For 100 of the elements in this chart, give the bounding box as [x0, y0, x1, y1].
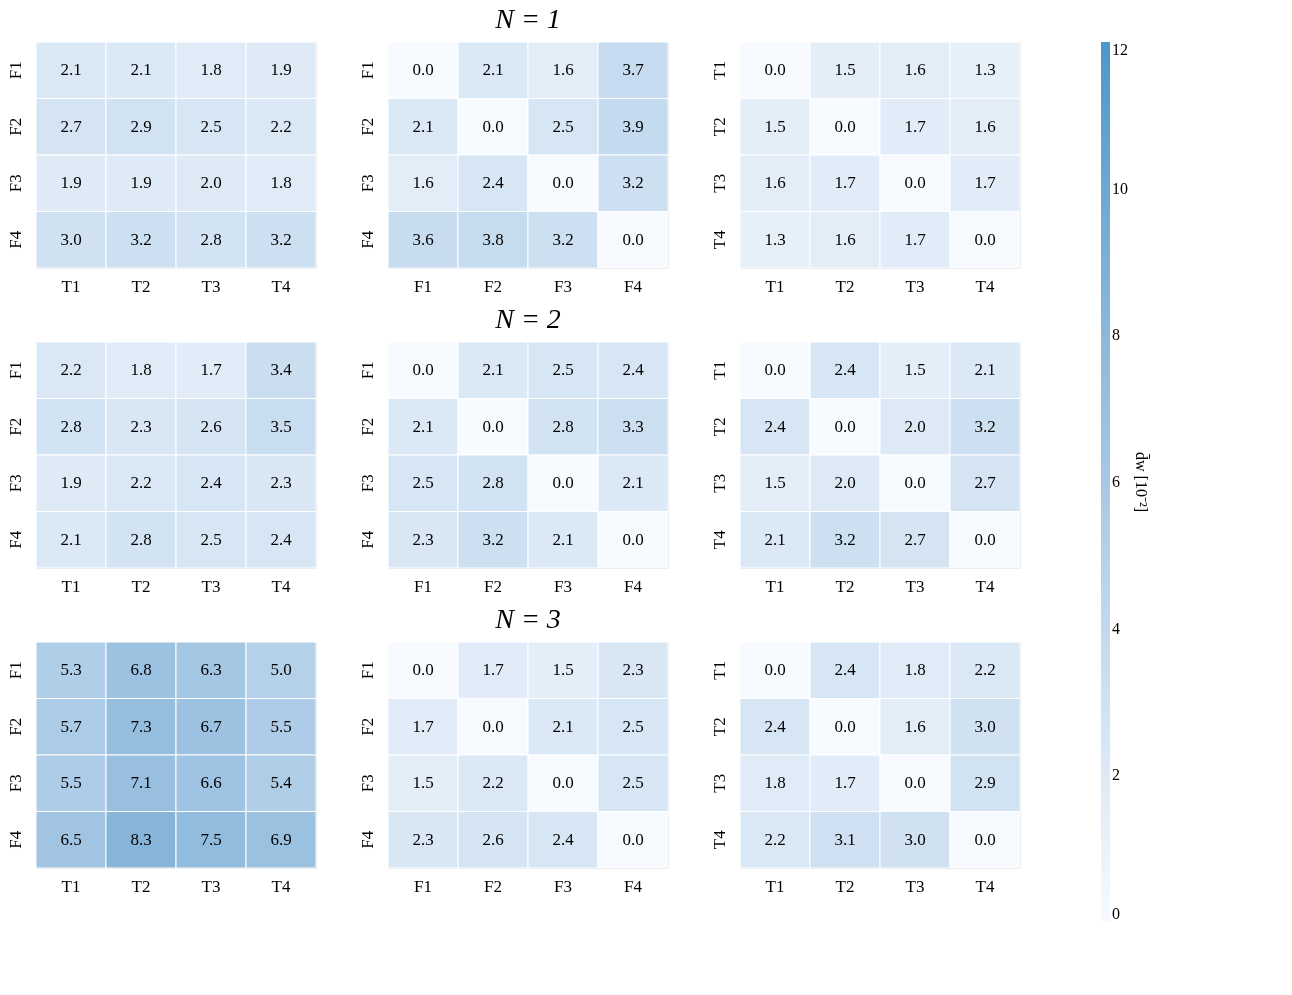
- data-label: 1.7: [200, 360, 223, 380]
- data-label: 1.9: [60, 473, 82, 493]
- color-bar-title: d̄w [10⁻²]: [1133, 451, 1150, 513]
- y-tick-label: T2: [709, 117, 729, 137]
- data-label: 2.1: [60, 60, 82, 80]
- data-label: 3.0: [904, 829, 926, 849]
- chart-title: N = 1: [494, 2, 561, 34]
- data-label: 0.0: [412, 360, 434, 380]
- data-label: 2.0: [834, 473, 856, 493]
- data-label: 2.1: [974, 360, 996, 380]
- x-tick-label: T3: [201, 576, 221, 596]
- x-tick-label: F3: [554, 276, 572, 296]
- data-label: 2.1: [412, 416, 434, 436]
- x-tick-label: F2: [484, 876, 502, 896]
- y-tick-label: F3: [5, 474, 25, 493]
- data-label: 1.5: [764, 116, 786, 136]
- color-bar-label: 8: [1112, 326, 1120, 344]
- color-bar-label: 0: [1112, 905, 1120, 922]
- data-label: 2.6: [482, 829, 504, 849]
- y-tick-label: T4: [709, 529, 729, 550]
- x-tick-label: F4: [624, 576, 643, 596]
- y-tick-label: F3: [357, 774, 377, 793]
- data-label: 3.4: [270, 360, 293, 380]
- x-tick-label: T3: [201, 276, 221, 296]
- data-label: 5.0: [270, 660, 292, 680]
- y-tick-label: F1: [357, 361, 377, 380]
- data-label: 3.2: [622, 173, 644, 193]
- data-label: 1.6: [904, 716, 926, 736]
- data-label: 3.3: [622, 416, 644, 436]
- data-label: 2.5: [622, 773, 644, 793]
- data-label: 0.0: [482, 416, 504, 436]
- data-label: 2.1: [552, 529, 574, 549]
- data-label: 2.4: [764, 416, 787, 436]
- data-label: 3.2: [552, 229, 574, 249]
- data-label: 2.1: [482, 360, 504, 380]
- x-tick-label: F2: [484, 276, 502, 296]
- data-label: 0.0: [552, 173, 574, 193]
- x-tick-label: T3: [201, 876, 221, 896]
- data-label: 2.5: [552, 360, 574, 380]
- data-label: 1.5: [764, 473, 786, 493]
- x-tick-label: T4: [271, 576, 291, 596]
- data-label: 0.0: [974, 829, 996, 849]
- data-label: 0.0: [622, 229, 644, 249]
- data-label: 3.6: [412, 229, 434, 249]
- data-label: 0.0: [834, 416, 856, 436]
- y-tick-label: F4: [357, 530, 377, 549]
- x-tick-label: T2: [835, 876, 855, 896]
- chart-title: N = 2: [494, 302, 561, 334]
- x-tick-label: T2: [131, 276, 151, 296]
- x-tick-label: F1: [414, 276, 432, 296]
- data-label: 2.4: [270, 529, 293, 549]
- data-label: 3.0: [974, 716, 996, 736]
- data-label: 8.3: [130, 829, 152, 849]
- data-label: 2.2: [482, 773, 504, 793]
- data-label: 1.7: [904, 116, 927, 136]
- data-label: 1.6: [834, 229, 856, 249]
- data-label: 2.2: [60, 360, 82, 380]
- data-label: 6.7: [200, 716, 223, 736]
- data-label: 1.5: [904, 360, 926, 380]
- y-tick-label: T2: [709, 417, 729, 437]
- x-tick-label: T1: [61, 876, 81, 896]
- data-label: 0.0: [482, 116, 504, 136]
- x-tick-label: T4: [271, 276, 291, 296]
- data-label: 1.9: [130, 173, 152, 193]
- x-tick-label: T3: [905, 576, 925, 596]
- data-label: 2.2: [270, 116, 292, 136]
- data-label: 0.0: [622, 529, 644, 549]
- y-tick-label: F4: [357, 830, 377, 849]
- data-label: 1.9: [270, 60, 292, 80]
- x-tick-label: T2: [835, 276, 855, 296]
- data-label: 2.5: [552, 116, 574, 136]
- data-label: 2.1: [60, 529, 82, 549]
- y-tick-label: F3: [5, 174, 25, 193]
- data-label: 0.0: [482, 716, 504, 736]
- data-label: 2.1: [622, 473, 644, 493]
- data-label: 2.5: [622, 716, 644, 736]
- data-label: 2.3: [412, 829, 434, 849]
- data-label: 1.7: [834, 173, 857, 193]
- data-label: 2.9: [130, 116, 152, 136]
- data-label: 2.1: [412, 116, 434, 136]
- color-bar-label: 10: [1112, 179, 1128, 197]
- y-tick-label: T3: [709, 773, 729, 793]
- data-label: 3.2: [834, 529, 856, 549]
- data-label: 3.7: [622, 60, 645, 80]
- data-label: 2.4: [552, 829, 575, 849]
- y-tick-label: T4: [709, 829, 729, 850]
- y-tick-label: F4: [5, 530, 25, 549]
- data-label: 2.3: [130, 416, 152, 436]
- data-label: 3.1: [834, 829, 856, 849]
- x-tick-label: T2: [835, 576, 855, 596]
- data-label: 0.0: [764, 660, 786, 680]
- y-tick-label: T1: [709, 660, 729, 680]
- data-label: 2.5: [200, 116, 222, 136]
- data-label: 2.9: [974, 773, 996, 793]
- data-label: 3.5: [270, 416, 292, 436]
- chart-title: N = 3: [494, 602, 561, 634]
- color-bar-label: 2: [1112, 766, 1120, 784]
- data-label: 6.9: [270, 829, 292, 849]
- y-tick-label: F2: [357, 717, 377, 736]
- data-label: 0.0: [552, 473, 574, 493]
